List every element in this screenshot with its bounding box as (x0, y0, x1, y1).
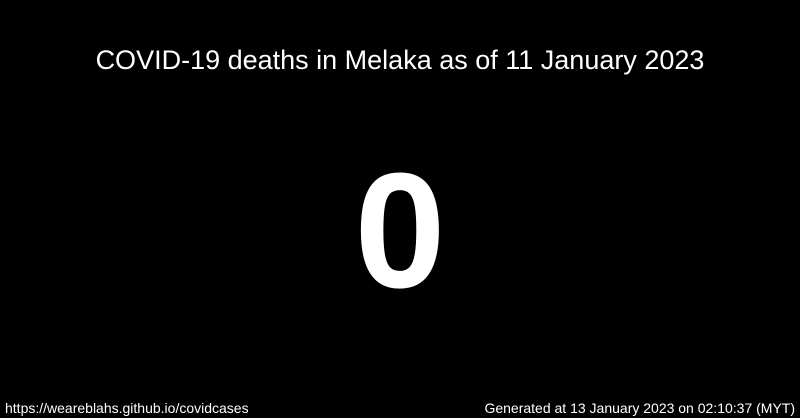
death-count-value: 0 (354, 139, 446, 322)
generated-timestamp: Generated at 13 January 2023 on 02:10:37… (484, 400, 795, 416)
card-title: COVID-19 deaths in Melaka as of 11 Janua… (95, 45, 705, 75)
source-url: https://weareblahs.github.io/covidcases (5, 400, 249, 416)
